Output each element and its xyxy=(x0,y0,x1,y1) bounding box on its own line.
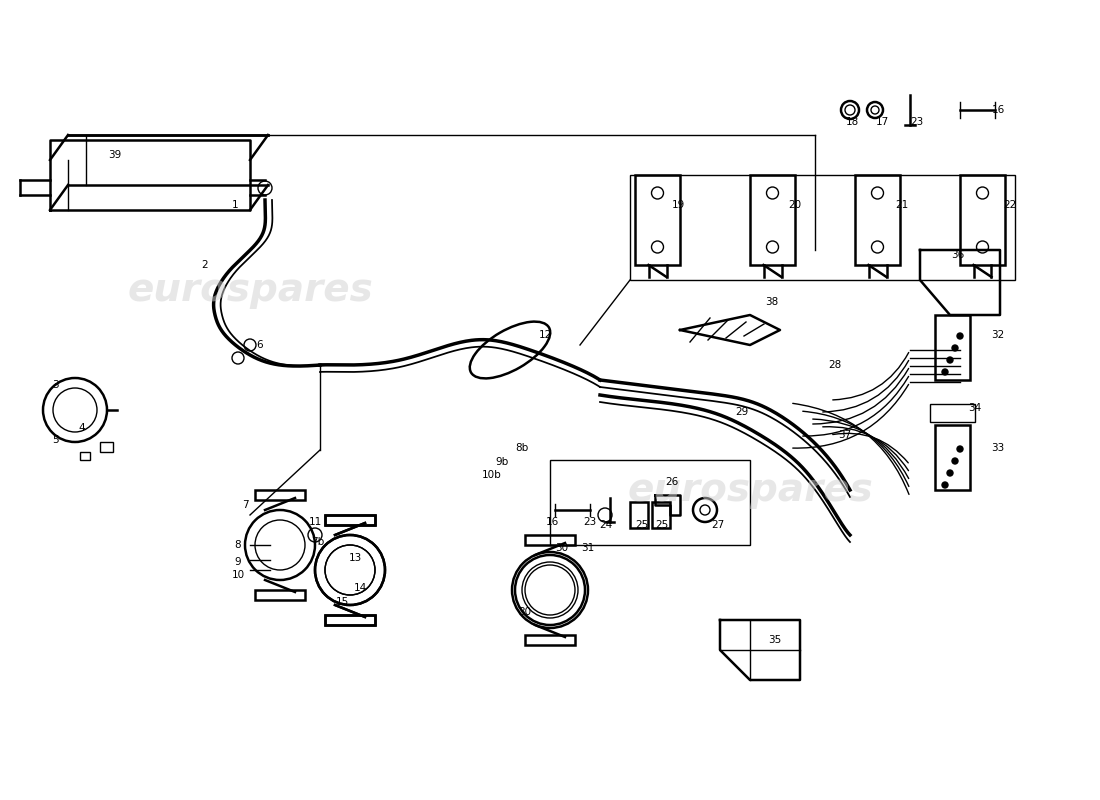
Bar xyxy=(80,452,90,460)
Text: 35: 35 xyxy=(769,635,782,645)
Bar xyxy=(635,175,680,265)
Text: 27: 27 xyxy=(712,520,725,530)
Text: 22: 22 xyxy=(1003,200,1016,210)
Text: 9b: 9b xyxy=(495,457,508,467)
Text: 4: 4 xyxy=(79,423,86,433)
Text: 18: 18 xyxy=(846,117,859,127)
Circle shape xyxy=(947,357,953,363)
Text: 38: 38 xyxy=(766,297,779,307)
Bar xyxy=(930,404,975,422)
Bar xyxy=(935,425,970,490)
Text: 37: 37 xyxy=(838,430,851,440)
Text: 23: 23 xyxy=(911,117,924,127)
Text: 25: 25 xyxy=(656,520,669,530)
Text: 32: 32 xyxy=(991,330,1004,340)
Text: 10b: 10b xyxy=(482,470,502,480)
Circle shape xyxy=(947,470,953,476)
Text: 36: 36 xyxy=(952,250,965,260)
Text: 5: 5 xyxy=(52,435,58,445)
Text: 24: 24 xyxy=(600,520,613,530)
Text: 13: 13 xyxy=(349,553,362,563)
Text: 29: 29 xyxy=(736,407,749,417)
Bar xyxy=(935,315,970,380)
Bar xyxy=(525,635,575,645)
Bar xyxy=(550,460,750,545)
Text: 39: 39 xyxy=(109,150,122,160)
Text: 28: 28 xyxy=(828,360,842,370)
Text: 25: 25 xyxy=(636,520,649,530)
Text: 16: 16 xyxy=(546,517,559,527)
Bar xyxy=(324,515,375,525)
Bar xyxy=(255,490,305,500)
Bar xyxy=(324,515,375,525)
Text: 19: 19 xyxy=(671,200,684,210)
Text: 34: 34 xyxy=(968,403,981,413)
Circle shape xyxy=(942,369,948,375)
Text: 30: 30 xyxy=(518,607,531,617)
Text: 15: 15 xyxy=(336,597,349,607)
Text: 31: 31 xyxy=(582,543,595,553)
Bar xyxy=(255,590,305,600)
Bar xyxy=(525,535,575,545)
Text: 6: 6 xyxy=(256,340,263,350)
Bar xyxy=(855,175,900,265)
Bar xyxy=(750,175,795,265)
Text: 9: 9 xyxy=(234,557,241,567)
Text: 7b: 7b xyxy=(311,537,324,547)
Circle shape xyxy=(957,333,962,339)
Circle shape xyxy=(952,345,958,351)
Bar xyxy=(630,175,1015,280)
Text: 7: 7 xyxy=(242,500,249,510)
Text: 23: 23 xyxy=(583,517,596,527)
Text: 26: 26 xyxy=(666,477,679,487)
Text: 2: 2 xyxy=(201,260,208,270)
Bar xyxy=(324,615,375,625)
Bar xyxy=(100,442,113,452)
Text: 30: 30 xyxy=(556,543,569,553)
Text: eurospares: eurospares xyxy=(627,471,873,509)
Text: 3: 3 xyxy=(52,380,58,390)
Text: 14: 14 xyxy=(353,583,366,593)
Text: 8b: 8b xyxy=(516,443,529,453)
Circle shape xyxy=(942,482,948,488)
Bar xyxy=(960,175,1005,265)
Text: 11: 11 xyxy=(308,517,321,527)
Bar xyxy=(630,502,648,528)
Text: 1: 1 xyxy=(232,200,239,210)
Bar xyxy=(324,615,375,625)
Text: 16: 16 xyxy=(991,105,1004,115)
Circle shape xyxy=(957,446,962,452)
Text: 17: 17 xyxy=(876,117,889,127)
Bar xyxy=(652,502,670,528)
Text: 20: 20 xyxy=(789,200,802,210)
Text: 21: 21 xyxy=(895,200,909,210)
Text: 8: 8 xyxy=(234,540,241,550)
Text: eurospares: eurospares xyxy=(128,271,373,309)
Text: 10: 10 xyxy=(231,570,244,580)
Circle shape xyxy=(952,458,958,464)
Text: 12: 12 xyxy=(538,330,551,340)
Text: 33: 33 xyxy=(991,443,1004,453)
